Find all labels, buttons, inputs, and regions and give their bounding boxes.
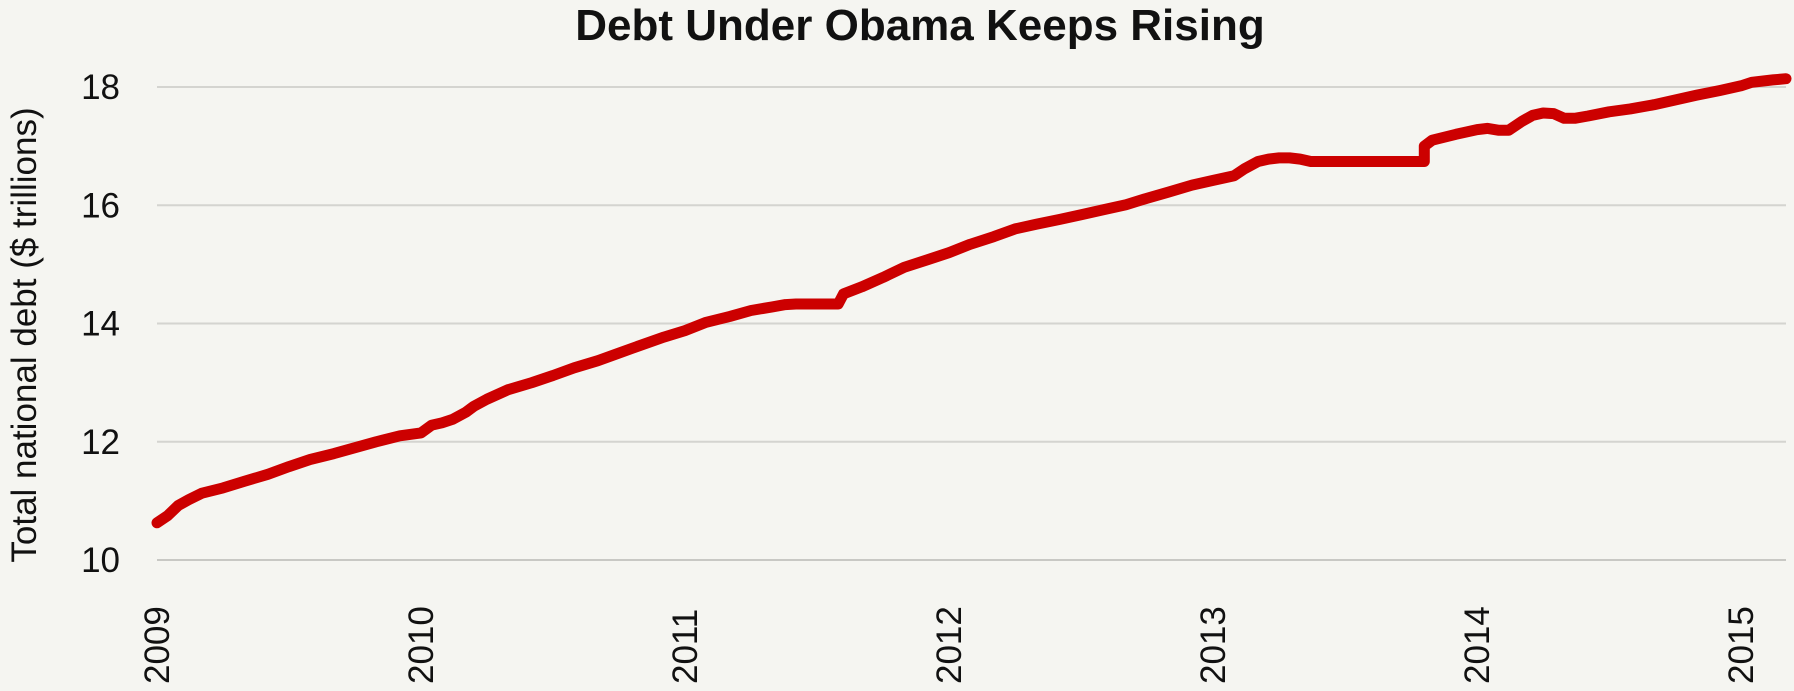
x-tick-label: 2014 bbox=[1458, 606, 1497, 684]
tick-labels: 10 12 14 16 18 2009 2010 2011 2012 2013 2014 2015 bbox=[81, 68, 1761, 684]
y-tick-label: 10 bbox=[81, 541, 120, 580]
y-tick-label: 14 bbox=[81, 305, 120, 344]
y-tick-label: 12 bbox=[81, 423, 120, 462]
x-tick-label: 2013 bbox=[1194, 606, 1233, 684]
x-tick-label: 2015 bbox=[1722, 606, 1761, 684]
chart-title: Debt Under Obama Keeps Rising bbox=[575, 1, 1264, 50]
x-tick-label: 2011 bbox=[666, 609, 705, 684]
y-tick-label: 16 bbox=[81, 186, 120, 225]
x-tick-label: 2010 bbox=[402, 606, 441, 684]
series-line bbox=[151, 73, 1792, 529]
y-axis-label: Total national debt ($ trillions) bbox=[5, 107, 44, 562]
y-tick-label: 18 bbox=[81, 68, 120, 107]
gridlines bbox=[157, 86, 1786, 561]
x-tick-label: 2012 bbox=[930, 606, 969, 684]
x-tick-label: 2009 bbox=[138, 606, 177, 684]
series-layer bbox=[151, 73, 1792, 529]
